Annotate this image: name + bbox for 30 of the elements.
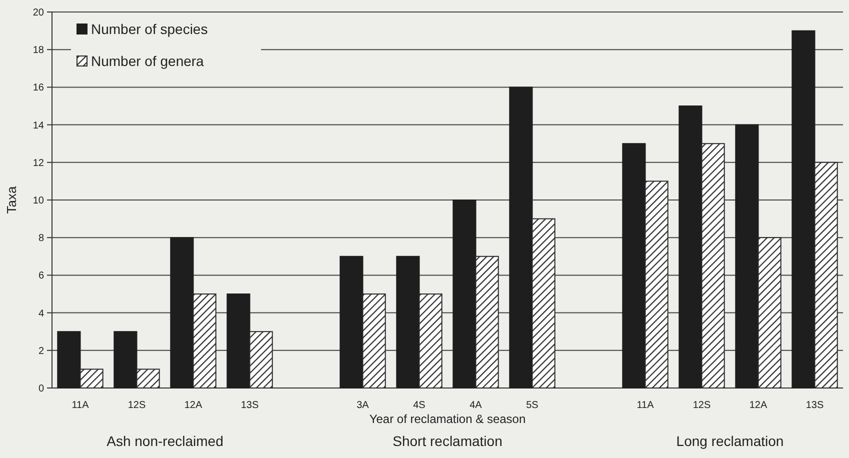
y-tick-label: 2 — [38, 346, 44, 357]
text: Ash non-reclaimed — [106, 433, 224, 449]
y-tick-label: 14 — [32, 120, 44, 132]
x-tick-label: 12A — [749, 400, 768, 411]
x-tick-label: 4A — [470, 400, 482, 411]
x-tick-label: 3A — [356, 400, 370, 411]
text: Long reclamation — [676, 433, 784, 449]
y-tick-label: 0 — [38, 384, 44, 394]
legend-label: Number of genera — [91, 52, 204, 69]
x-tick-label: 13S — [240, 400, 259, 411]
x-axis-title: Year of reclamation & season — [369, 412, 526, 426]
legend-label: Number of species — [91, 20, 208, 37]
y-tick-label: 18 — [32, 45, 44, 56]
x-tick-label: 11A — [72, 400, 90, 411]
x-tick-label: 4S — [413, 400, 426, 411]
y-tick-label: 10 — [32, 196, 44, 206]
x-tick-label: 13S — [806, 400, 824, 411]
y-tick-label: 6 — [38, 270, 44, 282]
x-tick-label: 12S — [128, 400, 146, 411]
x-tick-label: 12S — [692, 400, 711, 411]
y-tick-label: 20 — [32, 8, 44, 18]
text: Short reclamation — [392, 433, 502, 449]
x-tick-label: 12A — [184, 400, 202, 411]
x-tick-label: 5S — [526, 400, 539, 411]
y-tick-label: 4 — [38, 308, 44, 320]
y-tick-label: 12 — [32, 158, 44, 169]
y-tick-label: 8 — [38, 233, 44, 244]
y-axis-title: Taxa — [4, 186, 19, 214]
y-tick-label: 16 — [32, 82, 44, 94]
x-tick-label: 11A — [636, 400, 654, 411]
